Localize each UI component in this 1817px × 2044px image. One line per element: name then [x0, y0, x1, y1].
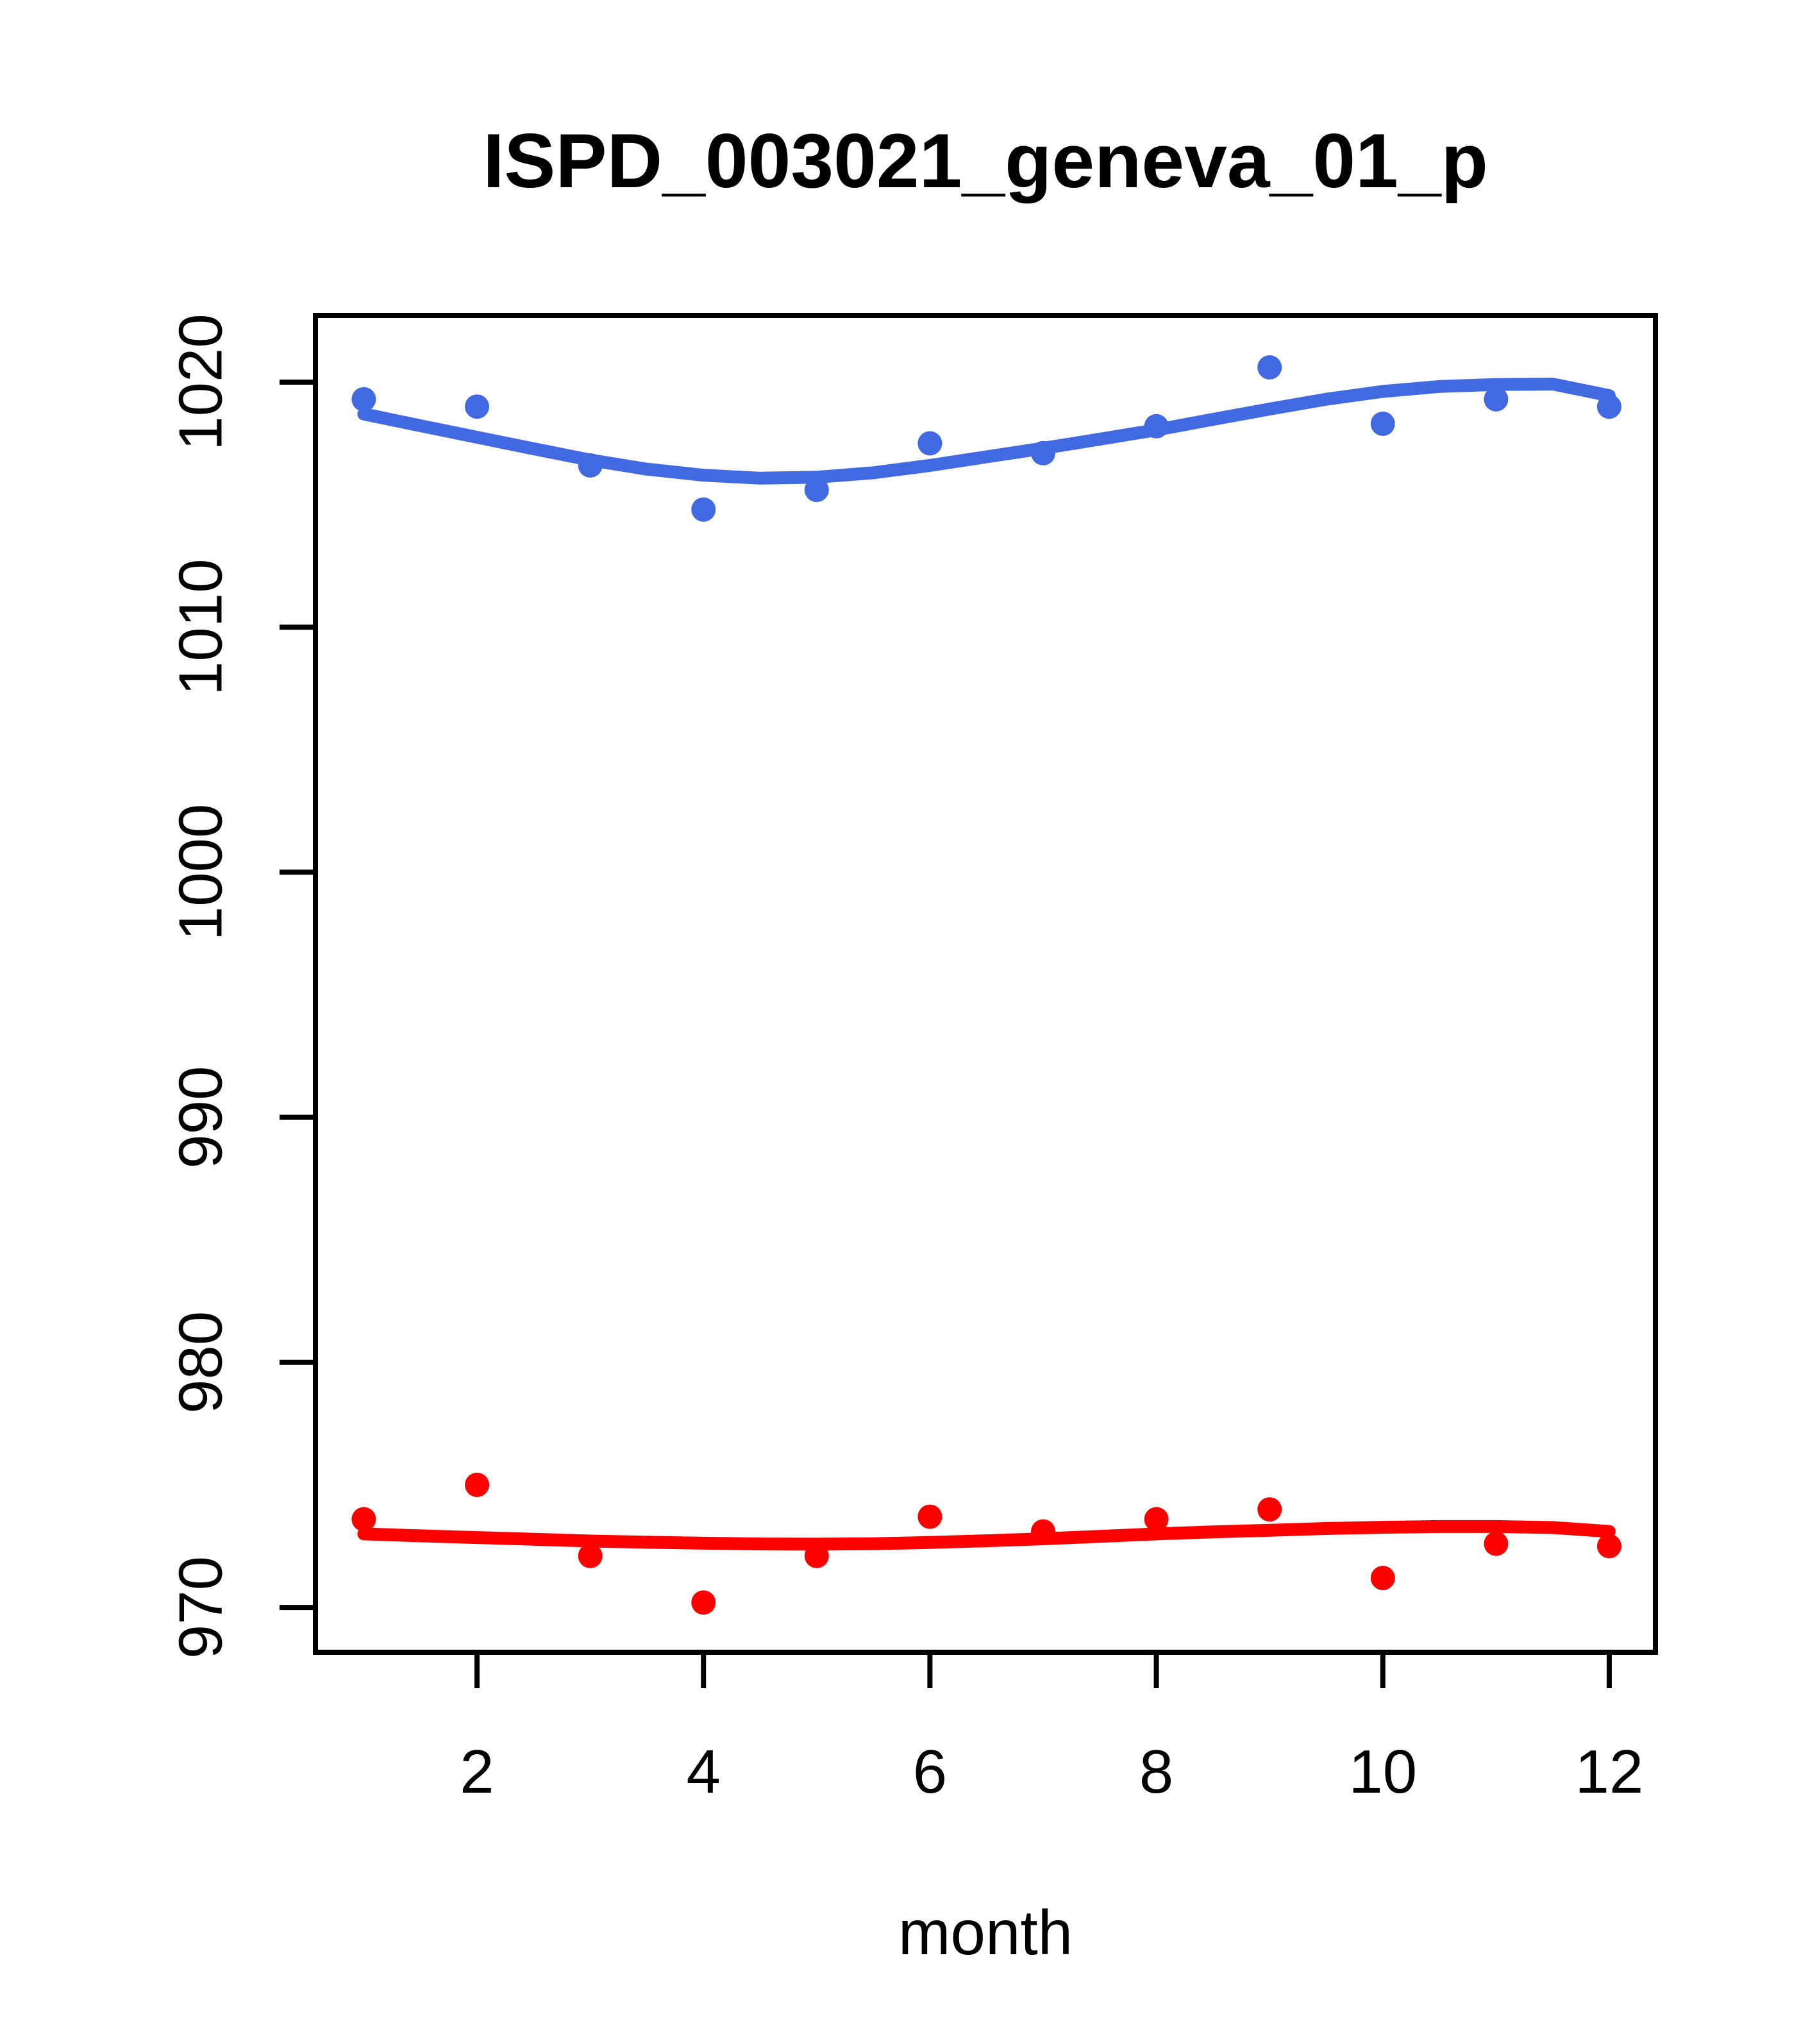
y-axis-tick-labels: 970 980 990 1000 1010 1020 — [167, 314, 235, 1659]
blue-data-point — [1484, 387, 1509, 412]
blue-data-point — [1144, 414, 1169, 439]
red-data-point — [351, 1507, 376, 1532]
plot-frame — [313, 313, 1658, 1655]
series-container — [351, 355, 1621, 1615]
x-tick-label: 4 — [687, 1738, 721, 1806]
y-tick-label: 1020 — [167, 314, 235, 451]
red-data-point — [578, 1543, 603, 1568]
blue-data-point — [1257, 355, 1282, 380]
blue-data-point — [917, 431, 942, 456]
y-tick-label: 980 — [167, 1311, 235, 1414]
red-data-point — [804, 1543, 829, 1568]
red-data-point — [917, 1504, 942, 1529]
red-smooth-line — [357, 1520, 1616, 1551]
x-axis-label: month — [898, 1897, 1073, 1968]
x-axis-tick-labels: 2 4 6 8 10 12 — [460, 1738, 1643, 1806]
x-tick-label: 6 — [913, 1738, 947, 1806]
y-tick-label: 970 — [167, 1556, 235, 1659]
blue-data-point — [691, 497, 716, 522]
series-blue — [351, 355, 1621, 522]
x-tick-label: 8 — [1139, 1738, 1173, 1806]
y-tick-label: 1010 — [167, 558, 235, 696]
blue-data-point — [578, 453, 603, 478]
red-data-point — [1370, 1566, 1395, 1591]
red-data-point — [1031, 1519, 1055, 1544]
series-red — [351, 1472, 1621, 1615]
red-data-point — [1596, 1534, 1621, 1559]
x-axis-ticks — [474, 1652, 1612, 1688]
blue-data-point — [351, 387, 376, 412]
red-data-point — [1144, 1507, 1169, 1532]
blue-data-point — [1370, 411, 1395, 436]
x-tick-label: 10 — [1348, 1738, 1417, 1806]
blue-data-point — [1596, 394, 1621, 419]
y-axis-ticks — [280, 380, 315, 1611]
x-tick-label: 2 — [460, 1738, 494, 1806]
red-data-point — [465, 1472, 489, 1497]
y-tick-label: 1000 — [167, 804, 235, 941]
chart-title: ISPD_003021_geneva_01_p — [483, 118, 1488, 204]
blue-smooth-line — [357, 378, 1616, 485]
blue-data-point — [1031, 440, 1055, 465]
red-data-point — [691, 1590, 716, 1615]
red-data-point — [1257, 1497, 1282, 1522]
y-tick-label: 990 — [167, 1066, 235, 1169]
blue-data-point — [465, 394, 489, 419]
red-data-point — [1484, 1531, 1509, 1556]
x-tick-label: 12 — [1575, 1738, 1644, 1806]
blue-data-point — [804, 478, 829, 503]
